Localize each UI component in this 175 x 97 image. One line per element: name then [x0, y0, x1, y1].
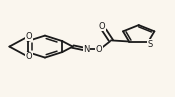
Text: N: N: [83, 45, 90, 54]
Text: O: O: [99, 22, 106, 31]
Text: O: O: [96, 45, 102, 54]
Text: O: O: [26, 32, 32, 41]
Text: S: S: [148, 40, 153, 49]
Text: O: O: [26, 52, 32, 61]
